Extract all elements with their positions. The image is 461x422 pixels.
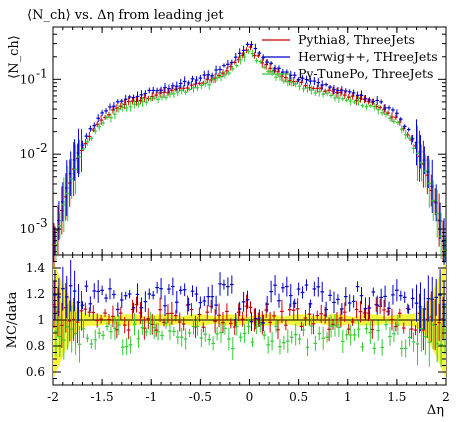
x-axis-label: Δη xyxy=(427,403,444,418)
x-tick-label: 0.5 xyxy=(289,390,308,404)
y-axis-label: ⟨N_ch⟩ xyxy=(7,35,22,79)
series-1 xyxy=(53,41,446,332)
ratio-y-tick-label: 1 xyxy=(37,313,45,327)
x-tick-label: -2 xyxy=(47,390,59,404)
ratio-y-tick-label: 1.2 xyxy=(26,287,45,301)
legend-entry: Herwig++, THreeJets xyxy=(298,49,438,64)
x-tick-label: -1.5 xyxy=(91,390,114,404)
chart-title: ⟨N_ch⟩ vs. Δη from leading jet xyxy=(27,8,224,23)
series-0 xyxy=(52,43,445,351)
y-tick-label: 10 xyxy=(20,222,35,236)
ratio-y-tick-label: 0.8 xyxy=(26,339,45,353)
x-tick-label: 0 xyxy=(246,390,254,404)
series-2 xyxy=(54,48,447,367)
y-tick-label: 10 xyxy=(20,147,35,161)
x-tick-label: -1 xyxy=(145,390,157,404)
y-tick-exponent: -3 xyxy=(36,216,48,230)
legend-entry: Py-TunePo, ThreeJets xyxy=(298,66,433,81)
ratio-y-axis-label: MC/data xyxy=(5,291,20,348)
y-tick-exponent: -2 xyxy=(36,141,48,155)
x-tick-label: 1 xyxy=(344,390,352,404)
ratio-y-tick-label: 0.6 xyxy=(26,365,45,379)
x-tick-label: 1.5 xyxy=(387,390,406,404)
x-tick-label: -0.5 xyxy=(189,390,212,404)
y-tick-exponent: -1 xyxy=(36,66,48,80)
y-tick-label: 10 xyxy=(20,72,35,86)
x-tick-label: 2 xyxy=(442,390,450,404)
ratio-y-tick-label: 1.4 xyxy=(26,261,45,275)
legend-entry: Pythia8, ThreeJets xyxy=(298,32,415,47)
